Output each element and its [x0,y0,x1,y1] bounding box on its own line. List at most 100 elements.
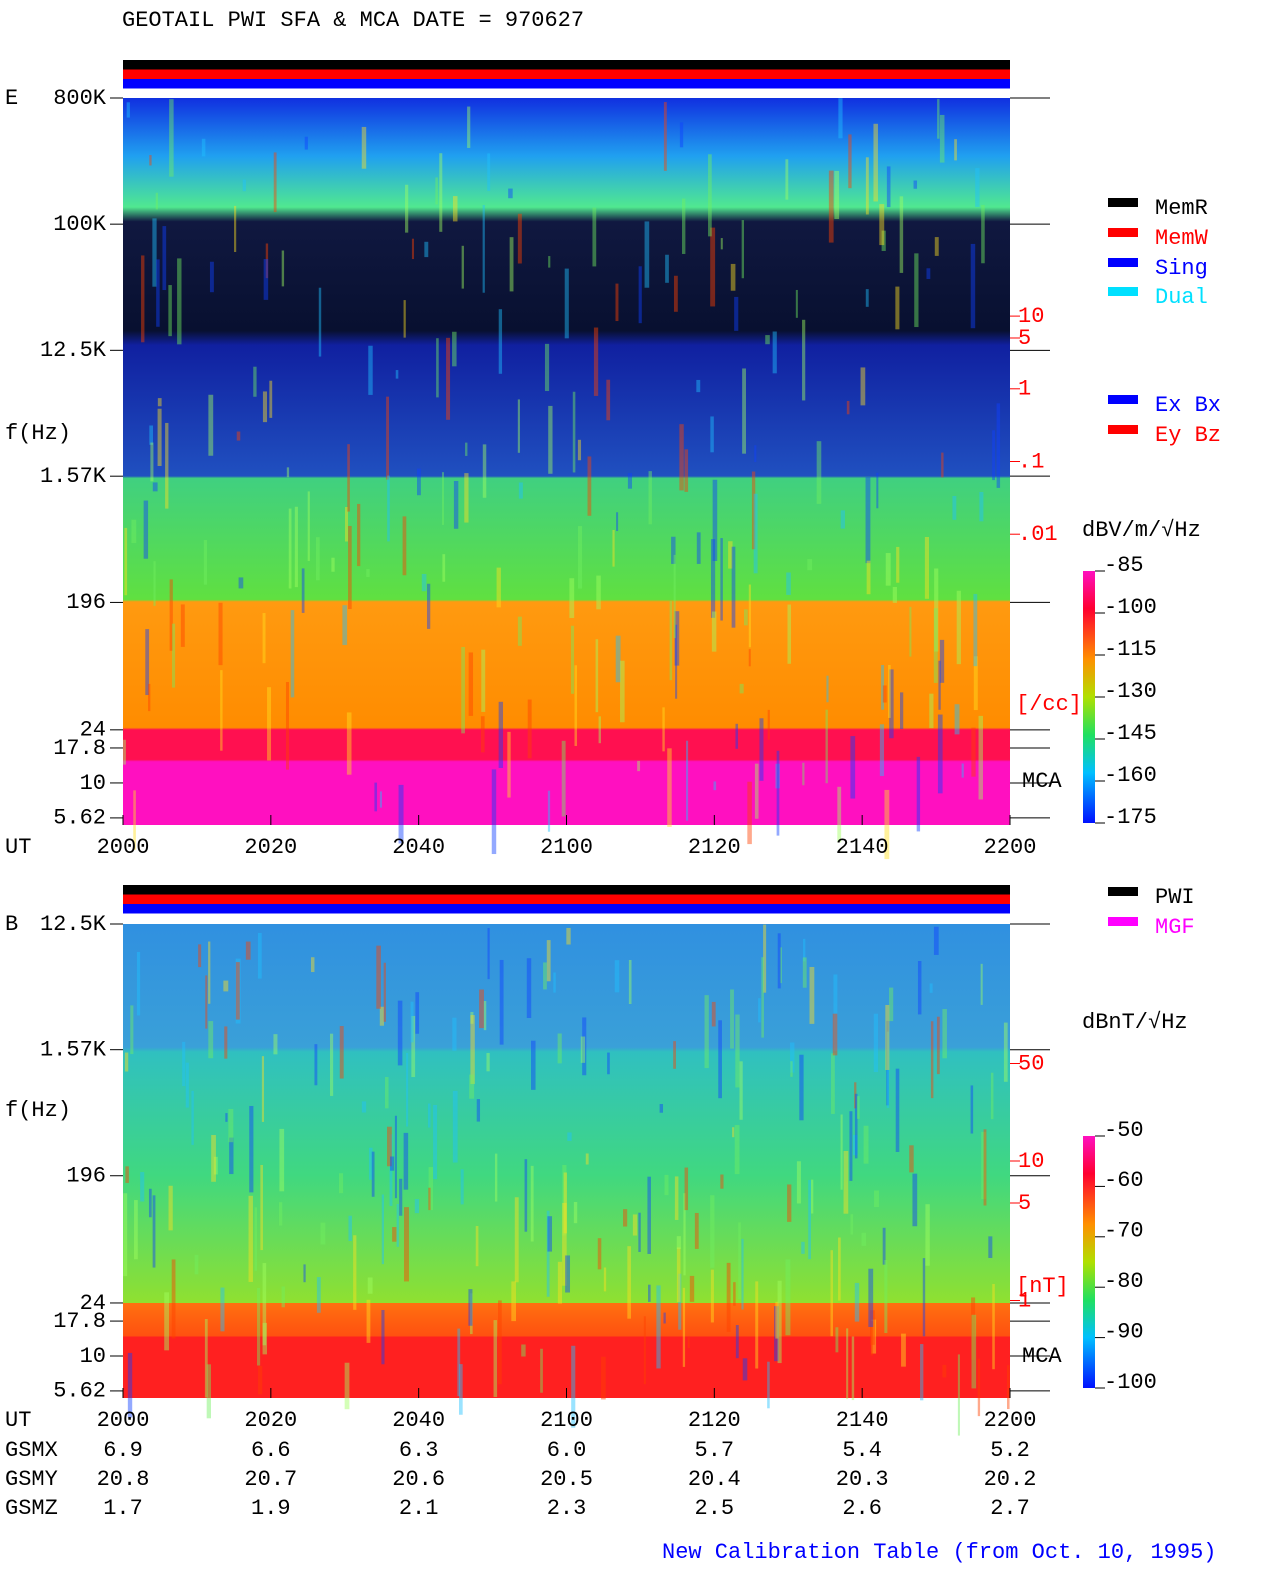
spectrogram-streak [713,781,717,791]
spectrogram-streak [149,425,154,445]
spectrogram-streak [933,926,939,955]
spectrogram-streak [775,1301,779,1339]
spectrogram-streak [881,665,885,710]
x-tick-label: 2020 [244,835,297,860]
y-tick-label: 5.62 [53,806,106,831]
spectrogram-streak [676,1236,681,1250]
spectrogram-streak [860,367,866,406]
spectrogram-streak [206,1364,211,1419]
spectrogram-streak [452,1017,457,1051]
spectrogram-streak [208,1021,214,1059]
spectrogram-streak [587,456,592,516]
spectrogram-streak [508,188,513,199]
spectrogram-streak [871,1319,877,1354]
spectrogram-streak [884,1259,888,1334]
spectrogram-streak [487,928,490,980]
spectrogram-streak [494,1153,498,1202]
spectrogram-streak [265,243,269,279]
spectrogram-streak [936,1016,940,1075]
spectrogram-streak [802,762,805,786]
spectrogram-streak [436,338,439,398]
y-tick-label: 10 [80,771,106,796]
spectrogram-streak [895,1068,900,1152]
spectrogram-streak [527,699,532,759]
spectrogram-streak [521,1344,526,1357]
spectrogram-streak [234,205,237,252]
spectrogram-streak [468,652,474,716]
spectrogram-streak [224,1026,228,1059]
x-axis-label: UT [5,835,31,860]
y2-tick-label: 5 [1018,326,1031,351]
spectrogram-streak [136,951,141,1016]
x-tick-label: 2040 [392,835,445,860]
y-tick-label: 5.62 [53,1379,106,1404]
x-tick-label: 2040 [392,1408,445,1433]
spectrogram-streak [942,1009,947,1059]
spectrogram-streak [361,1101,367,1113]
spectrogram-streak [366,1299,371,1343]
spectrogram-streak [615,635,621,683]
spectrogram-streak [218,602,223,666]
spectrogram-streak [738,1222,741,1300]
spectrogram-streak [511,1281,516,1322]
spectrogram-streak [410,1001,414,1043]
spectrogram-streak [644,221,650,288]
spectrogram-streak [524,1159,528,1232]
spectrogram-streak [383,962,386,1022]
x-tick-label: 2200 [984,1408,1037,1433]
spectrogram-streak [238,577,244,589]
spectrogram-streak [316,537,320,581]
spectrogram-streak [235,958,241,1024]
spectrogram-streak [517,399,520,453]
spectrogram-streak [981,1131,987,1200]
spectrogram-streak [281,250,285,287]
spectrogram-streak [870,1310,875,1345]
spectrogram-streak [254,1207,258,1271]
spectrogram-streak [593,327,599,396]
spectrogram-streak [840,510,845,529]
spectrogram-streak [978,715,983,800]
y-tick-label: 100K [53,212,107,237]
spectrogram-streak [973,593,978,667]
spectrogram-streak [547,1216,553,1252]
spectrogram-streak [785,1259,791,1336]
spectrogram-streak [386,396,389,480]
spectrogram-streak [468,1289,473,1326]
spectrogram-streak [741,1238,744,1310]
spectrogram-streak [684,449,689,492]
spectrogram-streak [632,1214,638,1236]
spectrogram-streak [150,442,154,482]
colorbar [1083,571,1095,823]
spectrogram-streak [303,1264,306,1283]
spectrogram-streak [553,972,556,993]
spectrogram-streak [874,1190,879,1208]
spectrogram-streak [548,256,551,268]
spectrogram-streak [900,692,904,730]
spectrogram-streak [220,1287,225,1332]
spectrogram-streak [517,213,522,264]
spectrogram-streak [733,1282,736,1306]
spectrogram-streak [942,1364,947,1378]
x-tick-label: 2140 [836,835,889,860]
spectrogram-streak [831,1053,835,1114]
spectrogram-streak [708,154,712,237]
y-tick-label: 800K [53,86,107,111]
spectrogram-streak [406,1052,409,1127]
spectrogram-streak [123,1193,128,1277]
spectrogram-streak [165,422,169,509]
spectrogram-streak [131,519,137,544]
spectrogram-streak [846,400,850,415]
spectrogram-streak [828,170,834,243]
spectrogram-streak [229,1137,234,1175]
spectrogram-streak [416,468,421,496]
y-tick-label: 17.8 [53,1309,106,1334]
x-tick-label: 2140 [836,1408,889,1433]
spectrogram-streak [704,995,709,1069]
spectrogram-streak [720,238,723,250]
spectrogram-streak [398,784,404,844]
status-bar [123,69,1010,79]
spectrogram-streak [671,536,676,564]
colorbar-tick-label: -100 [1104,595,1157,620]
spectrogram-streak [885,1004,890,1070]
